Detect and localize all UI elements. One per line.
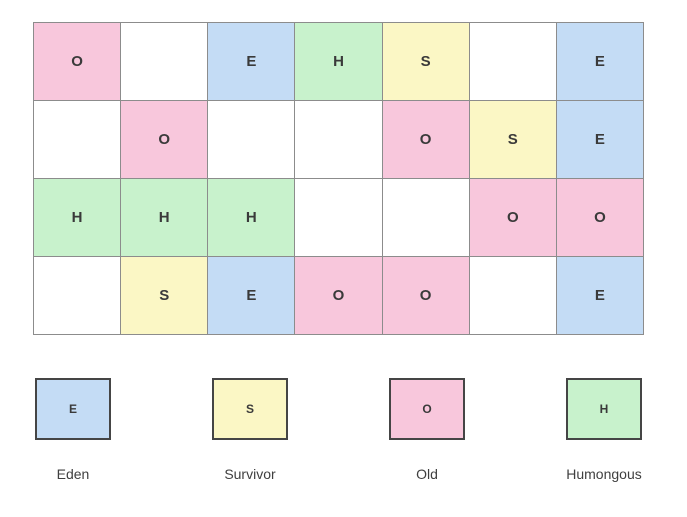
grid-cell-humongous: H	[121, 179, 209, 257]
grid-cell-empty	[295, 101, 383, 179]
legend-swatch-letter: O	[422, 402, 432, 416]
grid-cell-eden: E	[556, 101, 644, 179]
cell-letter: O	[71, 53, 83, 70]
grid-cell-old: O	[556, 179, 644, 257]
grid-cell-humongous: H	[34, 179, 122, 257]
grid-cell-empty	[208, 101, 296, 179]
cell-letter: E	[594, 53, 605, 70]
grid-cell-empty	[34, 257, 122, 335]
cell-letter: S	[420, 53, 431, 70]
legend-swatch-humongous: H	[566, 378, 642, 440]
grid-cell-old: O	[295, 257, 383, 335]
grid-cell-empty	[469, 257, 557, 335]
cell-letter: O	[419, 131, 432, 148]
grid-cell-empty	[469, 23, 557, 101]
cell-letter: O	[506, 209, 519, 226]
legend-item-survivor: S Survivor	[210, 378, 290, 482]
legend-swatch-old: O	[389, 378, 465, 440]
grid-cell-survivor: S	[121, 257, 209, 335]
cell-letter: E	[246, 53, 257, 70]
grid-cell-eden: E	[208, 23, 296, 101]
region-grid: O E H S E O O S E H H H O O S E O O E	[33, 22, 644, 335]
cell-letter: O	[158, 131, 171, 148]
grid-cell-humongous: H	[295, 23, 383, 101]
legend-label: Old	[416, 466, 438, 482]
grid-cell-empty	[34, 101, 122, 179]
cell-letter: E	[246, 287, 257, 304]
grid-cell-eden: E	[208, 257, 296, 335]
legend: E Eden S Survivor O Old H Humongous	[33, 378, 644, 482]
grid-cell-survivor: S	[382, 23, 470, 101]
grid-cell-empty	[382, 179, 470, 257]
legend-swatch-survivor: S	[212, 378, 288, 440]
cell-letter: H	[158, 209, 170, 226]
legend-swatch-eden: E	[35, 378, 111, 440]
grid-cell-old: O	[382, 101, 470, 179]
cell-letter: O	[419, 287, 432, 304]
grid-cell-empty	[121, 23, 209, 101]
cell-letter: O	[594, 209, 606, 226]
grid-cell-eden: E	[556, 257, 644, 335]
cell-letter: S	[507, 131, 518, 148]
legend-label: Eden	[56, 466, 90, 482]
cell-letter: H	[245, 209, 257, 226]
legend-swatch-letter: E	[68, 402, 77, 416]
grid-cell-empty	[295, 179, 383, 257]
cell-letter: H	[71, 209, 83, 226]
cell-letter: H	[333, 53, 344, 70]
legend-item-old: O Old	[387, 378, 467, 482]
grid-cell-survivor: S	[469, 101, 557, 179]
legend-label: Humongous	[566, 466, 642, 482]
legend-swatch-letter: S	[245, 402, 254, 416]
grid-cell-old: O	[382, 257, 470, 335]
grid-cell-humongous: H	[208, 179, 296, 257]
grid-cell-old: O	[121, 101, 209, 179]
grid-cell-old: O	[34, 23, 122, 101]
legend-item-humongous: H Humongous	[564, 378, 644, 482]
grid-cell-old: O	[469, 179, 557, 257]
legend-item-eden: E Eden	[33, 378, 113, 482]
legend-swatch-letter: H	[599, 402, 609, 416]
cell-letter: O	[332, 287, 345, 304]
grid-cell-eden: E	[556, 23, 644, 101]
cell-letter: E	[594, 287, 605, 304]
legend-label: Survivor	[224, 466, 276, 482]
cell-letter: E	[594, 131, 605, 148]
cell-letter: S	[159, 287, 170, 304]
